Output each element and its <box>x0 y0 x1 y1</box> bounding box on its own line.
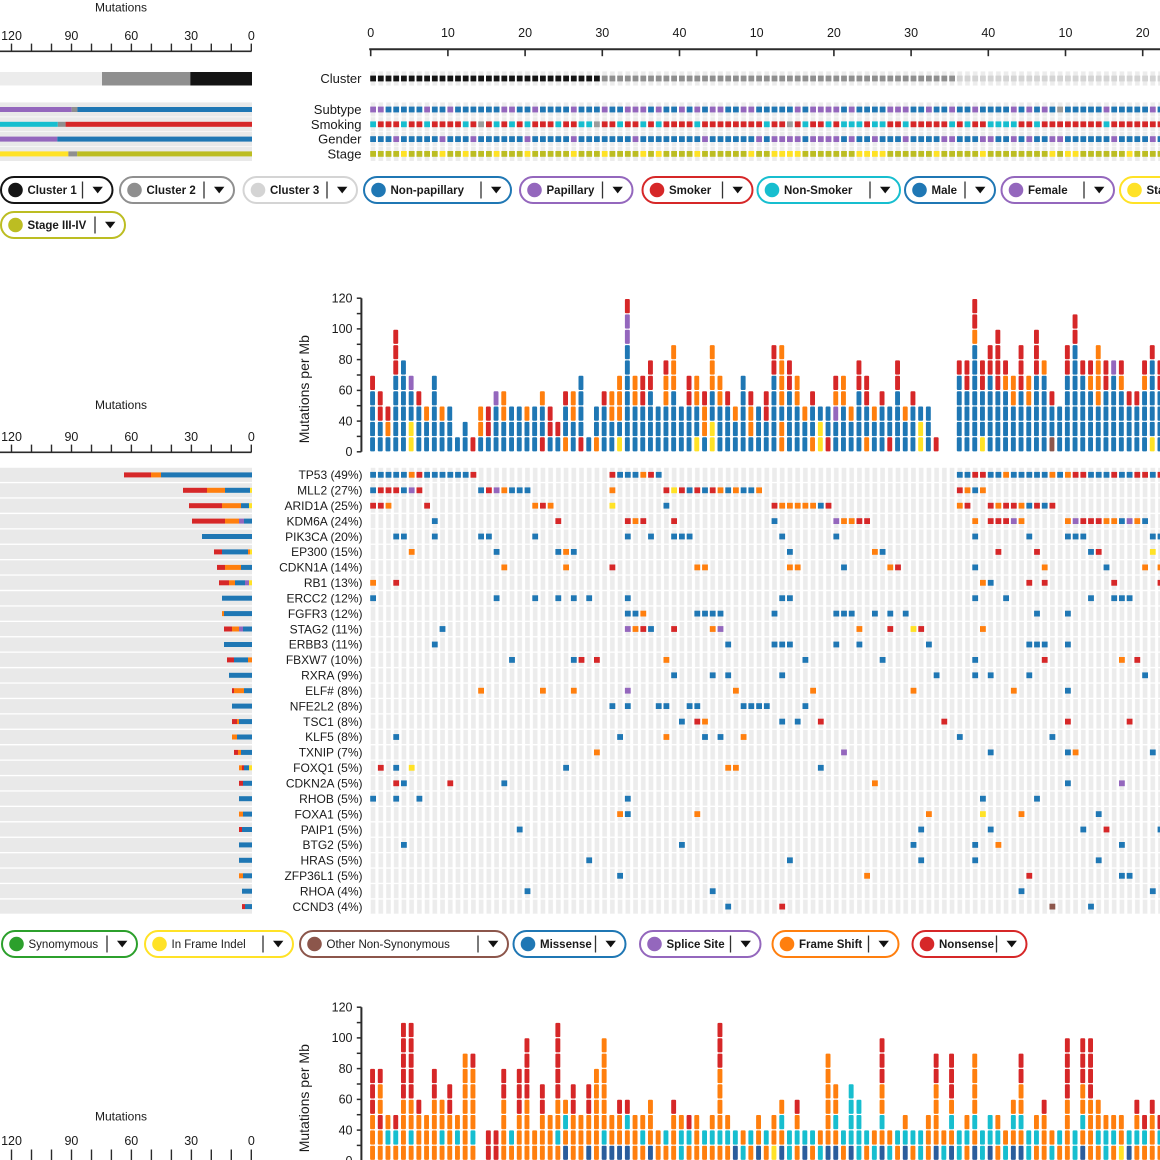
svg-text:120: 120 <box>1 29 22 43</box>
svg-text:20: 20 <box>518 26 532 40</box>
svg-text:FBXW7 (10%): FBXW7 (10%) <box>286 653 363 667</box>
svg-text:Smoking: Smoking <box>311 117 362 132</box>
svg-text:Mutations: Mutations <box>95 1110 147 1124</box>
svg-text:CDKN1A (14%): CDKN1A (14%) <box>279 561 362 575</box>
svg-text:Mutations: Mutations <box>95 398 147 412</box>
svg-text:120: 120 <box>1 1134 22 1148</box>
svg-text:Female: Female <box>1028 185 1068 197</box>
svg-text:HRAS (5%): HRAS (5%) <box>300 854 362 868</box>
svg-text:60: 60 <box>124 29 138 43</box>
svg-text:90: 90 <box>64 1134 78 1148</box>
svg-text:30: 30 <box>184 430 198 444</box>
svg-text:Non-papillary: Non-papillary <box>391 185 465 197</box>
svg-text:120: 120 <box>332 291 353 305</box>
svg-text:Frame Shift: Frame Shift <box>799 939 862 951</box>
svg-text:0: 0 <box>367 26 374 40</box>
svg-text:Male: Male <box>932 185 958 197</box>
svg-text:FOXA1 (5%): FOXA1 (5%) <box>294 807 362 821</box>
svg-text:RXRA (9%): RXRA (9%) <box>301 669 362 683</box>
svg-text:EP300 (15%): EP300 (15%) <box>291 545 362 559</box>
svg-text:MLL2 (27%): MLL2 (27%) <box>297 484 362 498</box>
svg-text:CCND3 (4%): CCND3 (4%) <box>292 900 362 914</box>
svg-text:Stage III-IV: Stage III-IV <box>28 220 87 232</box>
svg-text:0: 0 <box>248 430 255 444</box>
svg-text:FOXQ1 (5%): FOXQ1 (5%) <box>293 761 362 775</box>
svg-text:In Frame Indel: In Frame Indel <box>172 939 246 951</box>
svg-text:TP53 (49%): TP53 (49%) <box>298 468 362 482</box>
svg-text:0: 0 <box>248 1134 255 1148</box>
svg-text:30: 30 <box>904 26 918 40</box>
svg-text:RHOB (5%): RHOB (5%) <box>299 792 362 806</box>
svg-text:Cluster 2: Cluster 2 <box>147 185 196 197</box>
svg-text:STAG2 (11%): STAG2 (11%) <box>290 622 363 636</box>
svg-text:20: 20 <box>827 26 841 40</box>
svg-text:Mutations per Mb: Mutations per Mb <box>296 335 312 443</box>
svg-text:ZFP36L1 (5%): ZFP36L1 (5%) <box>284 869 362 883</box>
svg-text:Subtype: Subtype <box>314 102 362 117</box>
svg-text:Gender: Gender <box>318 132 362 147</box>
svg-text:90: 90 <box>64 430 78 444</box>
svg-text:0: 0 <box>346 1154 353 1160</box>
svg-text:10: 10 <box>441 26 455 40</box>
svg-text:ERCC2 (12%): ERCC2 (12%) <box>286 592 362 606</box>
svg-text:Nonsense: Nonsense <box>939 939 994 951</box>
svg-text:60: 60 <box>124 430 138 444</box>
svg-text:BTG2 (5%): BTG2 (5%) <box>302 838 362 852</box>
svg-text:60: 60 <box>339 384 353 398</box>
svg-text:CDKN2A (5%): CDKN2A (5%) <box>286 777 363 791</box>
svg-text:120: 120 <box>332 1000 353 1014</box>
svg-text:80: 80 <box>339 353 353 367</box>
svg-text:Papillary: Papillary <box>547 185 596 197</box>
svg-text:80: 80 <box>339 1062 353 1076</box>
svg-text:PAIP1 (5%): PAIP1 (5%) <box>301 823 363 837</box>
svg-text:60: 60 <box>339 1093 353 1107</box>
svg-text:20: 20 <box>1136 26 1150 40</box>
svg-text:Cluster 1: Cluster 1 <box>28 185 78 197</box>
svg-text:TSC1 (8%): TSC1 (8%) <box>303 715 362 729</box>
svg-text:KDM6A (24%): KDM6A (24%) <box>286 514 362 528</box>
svg-text:10: 10 <box>1059 26 1073 40</box>
svg-text:90: 90 <box>64 29 78 43</box>
svg-text:Stage I-II: Stage I-II <box>1147 185 1160 197</box>
svg-text:Mutations per Mb: Mutations per Mb <box>296 1044 312 1152</box>
svg-text:40: 40 <box>339 1123 353 1137</box>
svg-text:ERBB3 (11%): ERBB3 (11%) <box>289 638 363 652</box>
svg-text:100: 100 <box>332 322 353 336</box>
svg-text:40: 40 <box>981 26 995 40</box>
svg-text:0: 0 <box>248 29 255 43</box>
svg-text:NFE2L2 (8%): NFE2L2 (8%) <box>290 699 363 713</box>
svg-text:Cluster 3: Cluster 3 <box>270 185 319 197</box>
svg-text:0: 0 <box>346 445 353 459</box>
svg-text:Splice Site: Splice Site <box>667 939 725 951</box>
svg-text:Cluster: Cluster <box>320 71 362 86</box>
svg-text:Other Non-Synonymous: Other Non-Synonymous <box>327 939 451 951</box>
svg-text:30: 30 <box>184 1134 198 1148</box>
svg-text:ARID1A (25%): ARID1A (25%) <box>284 499 362 513</box>
svg-text:10: 10 <box>750 26 764 40</box>
svg-text:RHOA (4%): RHOA (4%) <box>300 884 363 898</box>
svg-text:RB1 (13%): RB1 (13%) <box>304 576 363 590</box>
svg-text:60: 60 <box>124 1134 138 1148</box>
svg-text:FGFR3 (12%): FGFR3 (12%) <box>288 607 363 621</box>
svg-text:PIK3CA (20%): PIK3CA (20%) <box>285 530 362 544</box>
svg-text:Mutations: Mutations <box>95 1 147 15</box>
svg-text:Non-Smoker: Non-Smoker <box>784 185 853 197</box>
svg-text:Smoker: Smoker <box>669 185 712 197</box>
svg-text:Missense: Missense <box>540 939 592 951</box>
svg-text:30: 30 <box>184 29 198 43</box>
svg-text:120: 120 <box>1 430 22 444</box>
svg-text:Stage: Stage <box>328 146 362 161</box>
svg-text:100: 100 <box>332 1031 353 1045</box>
svg-text:TXNIP (7%): TXNIP (7%) <box>299 746 363 760</box>
svg-text:40: 40 <box>673 26 687 40</box>
svg-text:KLF5 (8%): KLF5 (8%) <box>305 730 362 744</box>
svg-text:30: 30 <box>595 26 609 40</box>
svg-text:40: 40 <box>339 414 353 428</box>
svg-text:Synomymous: Synomymous <box>29 939 99 951</box>
svg-text:ELF# (8%): ELF# (8%) <box>305 684 362 698</box>
